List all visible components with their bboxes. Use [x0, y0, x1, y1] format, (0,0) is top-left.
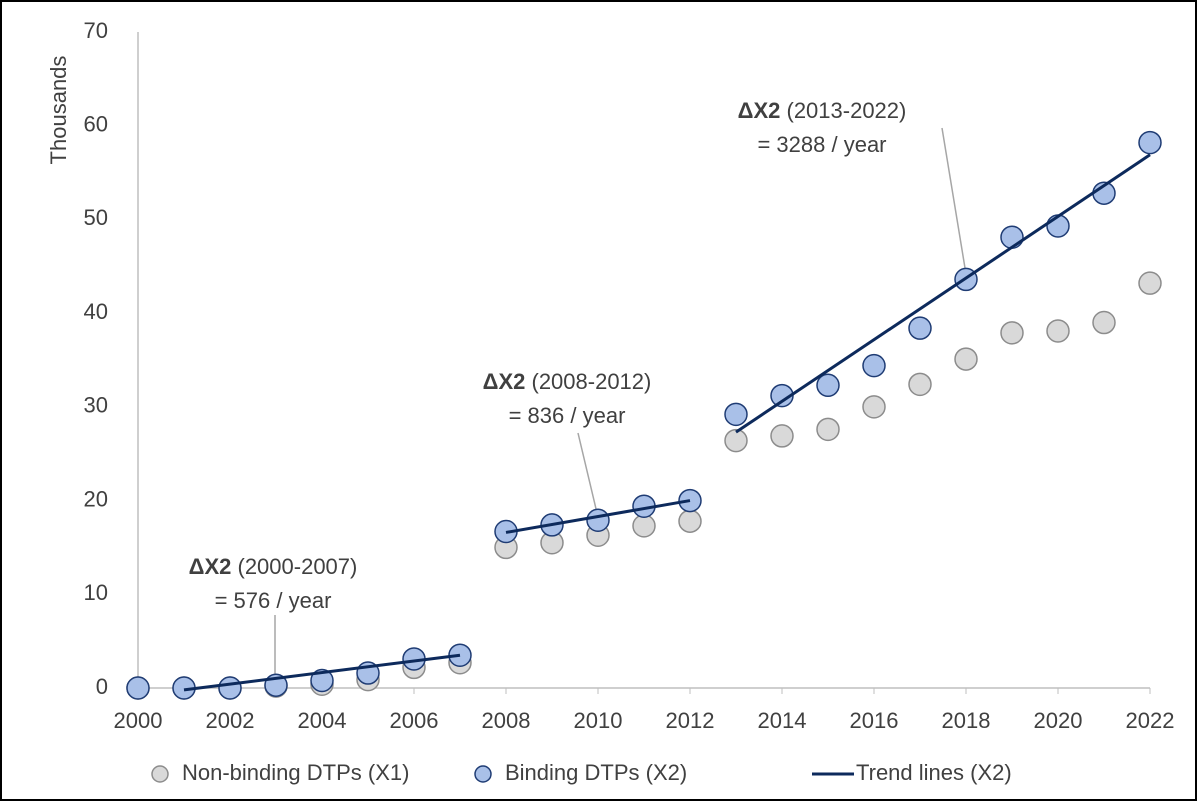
annotation-line2: = 576 / year	[215, 588, 332, 613]
point	[862, 353, 886, 378]
trend-line	[505, 499, 691, 534]
point	[632, 514, 656, 538]
point	[310, 668, 334, 693]
y-axis-label: Thousands	[46, 56, 71, 165]
point	[1000, 321, 1024, 345]
y-tick-label: 20	[84, 486, 108, 511]
point	[816, 373, 840, 398]
leader-line	[941, 127, 966, 269]
x-tick-label: 2022	[1126, 708, 1175, 733]
annotation: ΔX2 (2008-2012)	[483, 369, 652, 394]
y-tick-label: 70	[84, 18, 108, 43]
point	[1046, 319, 1070, 343]
point	[1046, 214, 1070, 238]
annotation-line2: = 3288 / year	[757, 132, 886, 157]
x-tick-label: 2012	[666, 708, 715, 733]
annotation-bold: ΔX2	[738, 98, 781, 123]
point	[678, 509, 702, 533]
point	[126, 676, 150, 700]
legend-label: Trend lines (X2)	[856, 760, 1012, 785]
legend-swatch	[474, 765, 492, 783]
y-tick-label: 60	[84, 112, 108, 137]
point	[724, 402, 748, 427]
x-tick-label: 2008	[482, 708, 531, 733]
point	[816, 417, 840, 442]
x-tick-label: 2004	[298, 708, 347, 733]
y-tick-label: 30	[84, 393, 108, 418]
x-tick-label: 2002	[206, 708, 255, 733]
point	[1000, 225, 1024, 249]
point	[218, 676, 242, 700]
annotation: ΔX2 (2013-2022)	[738, 98, 907, 123]
annotation-text: (2013-2022)	[780, 98, 906, 123]
trend-line	[183, 653, 461, 692]
point	[908, 316, 932, 340]
x-tick-label: 2016	[850, 708, 899, 733]
point	[1092, 310, 1116, 335]
point	[1138, 130, 1162, 155]
annotation-text: (2008-2012)	[525, 369, 651, 394]
point	[770, 424, 794, 448]
x-tick-label: 2018	[942, 708, 991, 733]
point	[908, 372, 932, 397]
legend-label: Binding DTPs (X2)	[505, 760, 687, 785]
annotation-text: (2000-2007)	[231, 554, 357, 579]
point	[954, 347, 978, 371]
x-tick-label: 2006	[390, 708, 439, 733]
legend-swatch	[151, 765, 169, 783]
leader-line	[577, 432, 598, 514]
x-tick-label: 2000	[114, 708, 163, 733]
y-tick-label: 10	[84, 580, 108, 605]
point	[724, 428, 748, 453]
x-tick-label: 2020	[1034, 708, 1083, 733]
annotation-line2: = 836 / year	[509, 403, 626, 428]
y-tick-label: 0	[96, 674, 108, 699]
x-tick-label: 2010	[574, 708, 623, 733]
x-tick-label: 2014	[758, 708, 807, 733]
y-tick-label: 40	[84, 299, 108, 324]
point	[1138, 271, 1162, 295]
annotation-bold: ΔX2	[483, 369, 526, 394]
annotation-bold: ΔX2	[189, 554, 232, 579]
legend-label: Non-binding DTPs (X1)	[182, 760, 409, 785]
point	[586, 508, 610, 533]
y-tick-label: 50	[84, 205, 108, 230]
annotation: ΔX2 (2000-2007)	[189, 554, 358, 579]
trend-line	[735, 153, 1151, 434]
point	[862, 395, 886, 419]
